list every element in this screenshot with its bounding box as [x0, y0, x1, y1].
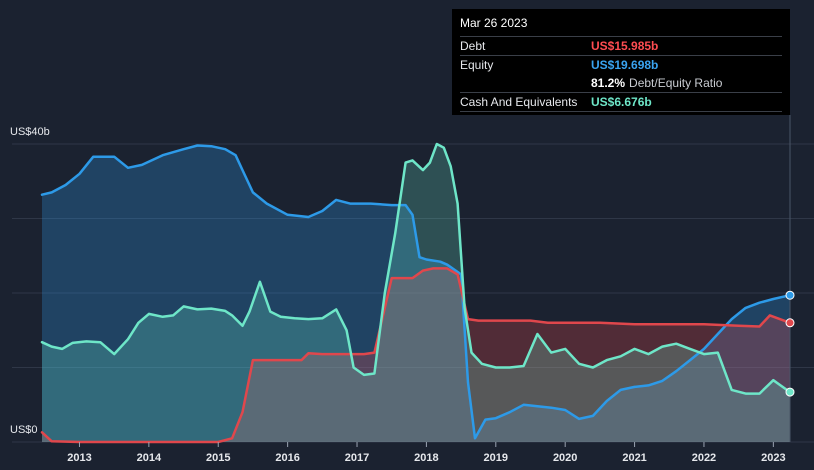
x-tick-label: 2018: [414, 452, 438, 464]
y-axis-ticks: US$40b US$0: [10, 126, 50, 436]
cash-and-equivalents-line: [40, 142, 792, 395]
tooltip-row-equity: Equity US$19.698b: [460, 55, 782, 74]
equity-endpoint[interactable]: [785, 290, 795, 300]
x-tick-label: 2022: [692, 452, 716, 464]
x-tick-label: 2020: [553, 452, 577, 464]
series-lines: [40, 142, 792, 444]
cash-and-equivalents-area: [42, 144, 790, 442]
tooltip-row-debt: Debt US$15.985b: [460, 36, 782, 55]
equity-line: [40, 144, 792, 440]
debt-area: [42, 268, 790, 442]
y-tick-label: US$40b: [10, 126, 50, 138]
series-endpoints[interactable]: [785, 290, 795, 397]
tooltip-cash-label: Cash And Equivalents: [460, 95, 578, 109]
tooltip-row-cash: Cash And Equivalents US$6.676b: [460, 92, 782, 112]
debt-line: [40, 267, 792, 444]
x-tick-label: 2015: [206, 452, 230, 464]
series-areas: [42, 144, 790, 442]
tooltip-equity-label: Equity: [460, 58, 494, 72]
debt-endpoint[interactable]: [785, 318, 795, 328]
x-tick-label: 2014: [137, 452, 162, 464]
y-tick-label: US$0: [10, 424, 38, 436]
equity-area: [42, 145, 790, 442]
tooltip-date: Mar 26 2023: [460, 16, 528, 30]
cash-and-equivalents-endpoint[interactable]: [785, 387, 795, 397]
tooltip-ratio-label: Debt/Equity Ratio: [629, 76, 723, 90]
x-tick-label: 2013: [67, 452, 91, 464]
x-tick-label: 2017: [345, 452, 369, 464]
data-tooltip: Mar 26 2023 Debt US$15.985b Equity US$19…: [452, 9, 790, 115]
tooltip-debt-value: US$15.985b: [591, 39, 659, 53]
tooltip-cash-value: US$6.676b: [591, 95, 652, 109]
tooltip-equity-value: US$19.698b: [591, 58, 659, 72]
x-axis-ticks: 2013 2014 2015 2016 2017 2018 2019 2020 2021 2022…: [67, 442, 786, 464]
x-tick-label: 2023: [761, 452, 785, 464]
tooltip-ratio-value: 81.2%: [591, 76, 626, 90]
x-tick-label: 2021: [622, 452, 646, 464]
tooltip-row-ratio: 81.2% Debt/Equity Ratio: [460, 74, 782, 92]
x-tick-label: 2016: [275, 452, 299, 464]
tooltip-debt-label: Debt: [460, 39, 486, 53]
x-tick-label: 2019: [484, 452, 508, 464]
